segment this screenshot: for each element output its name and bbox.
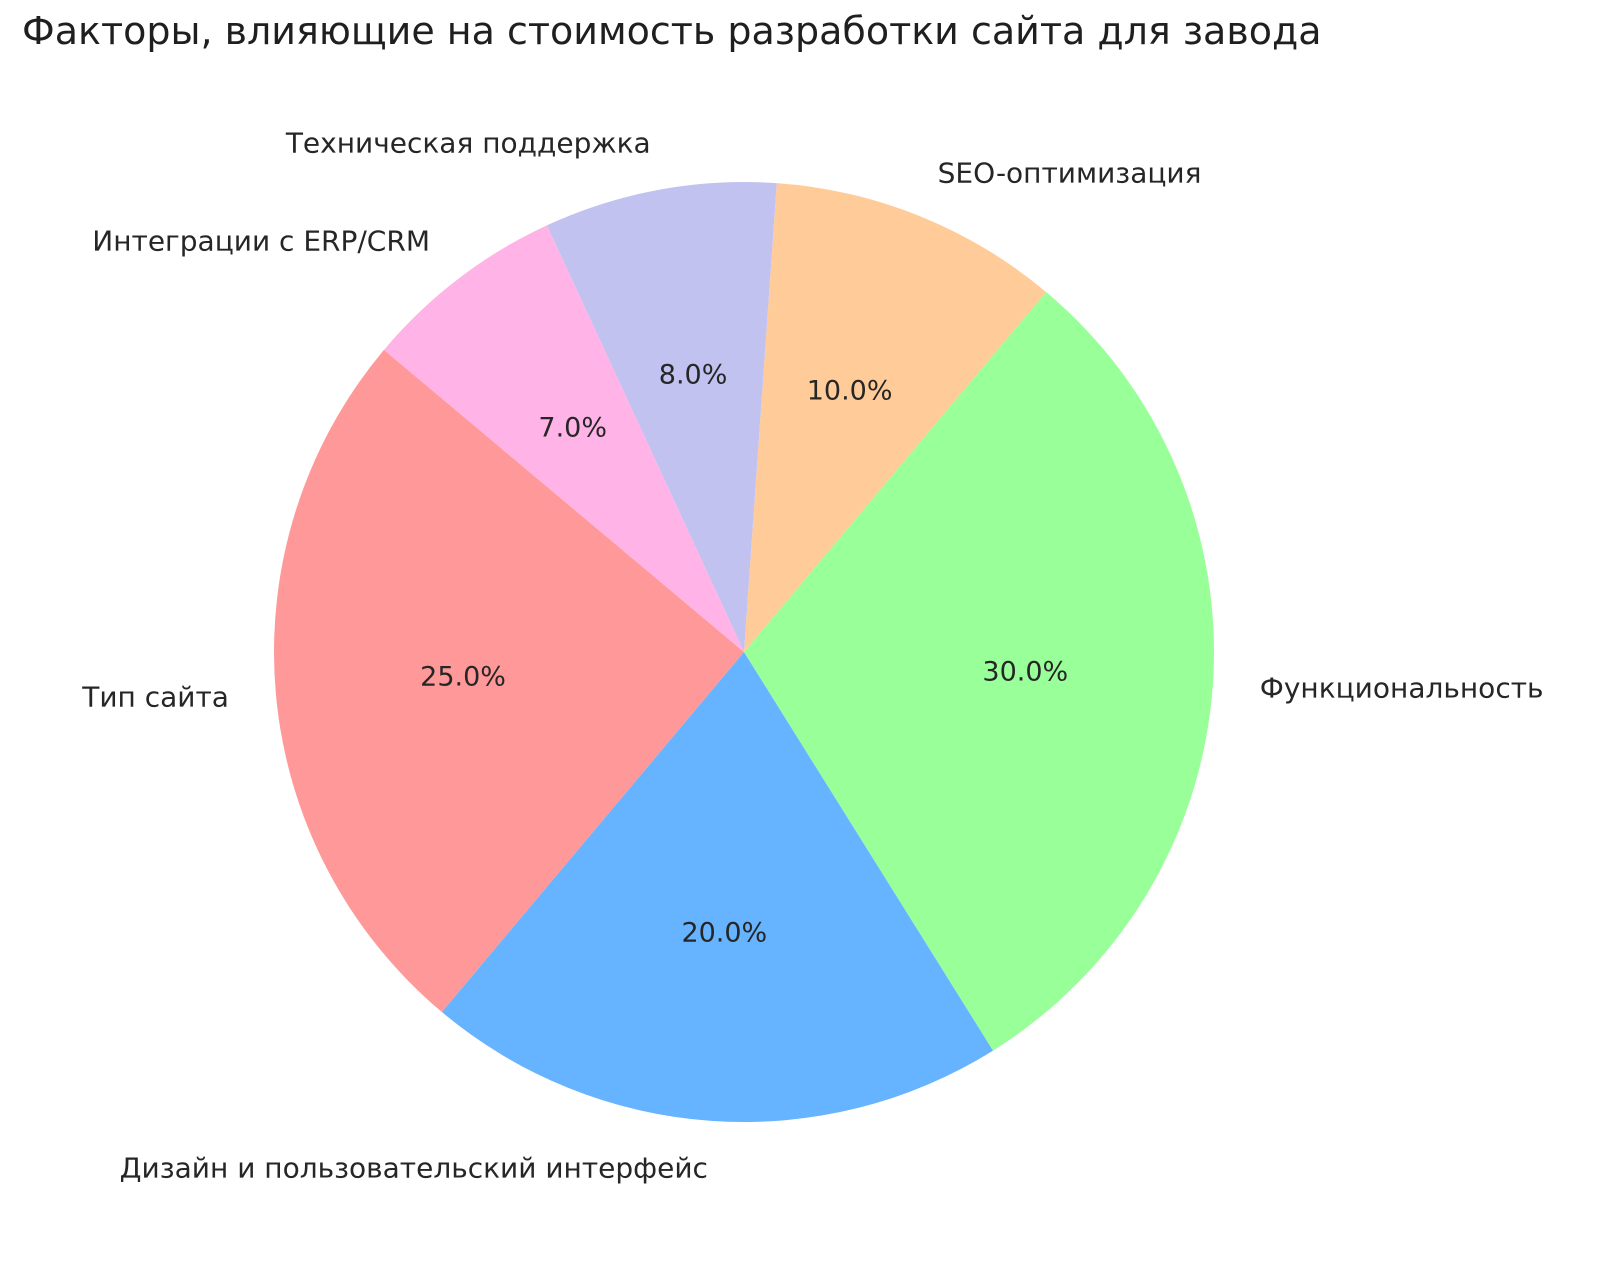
pie-slice-3 — [744, 183, 1047, 652]
slice-label: Функциональность — [1259, 671, 1544, 705]
slice-label: SEO-оптимизация — [937, 156, 1202, 190]
slice-percent-label: 30.0% — [982, 656, 1069, 688]
slice-label: Техническая поддержка — [285, 126, 651, 160]
slice-percent-label: 8.0% — [658, 359, 728, 391]
pie-slice-1 — [441, 652, 994, 1122]
pie-slice-5 — [383, 225, 744, 652]
slice-percent-label: 10.0% — [806, 375, 893, 407]
pie-slice-2 — [744, 291, 1214, 1051]
slice-label: Тип сайта — [82, 680, 229, 714]
pie-slice-4 — [546, 181, 777, 652]
slice-percent-label: 20.0% — [681, 917, 768, 949]
slice-percent-label: 25.0% — [420, 661, 506, 693]
slice-label: Дизайн и пользовательский интерфейс — [119, 1151, 708, 1185]
slice-label: Интеграции с ERP/CRM — [92, 224, 430, 258]
chart-title: Факторы, влияющие на стоимость разработк… — [22, 9, 1322, 53]
slice-percent-label: 7.0% — [538, 412, 608, 444]
pie-slice-0 — [274, 349, 744, 1013]
